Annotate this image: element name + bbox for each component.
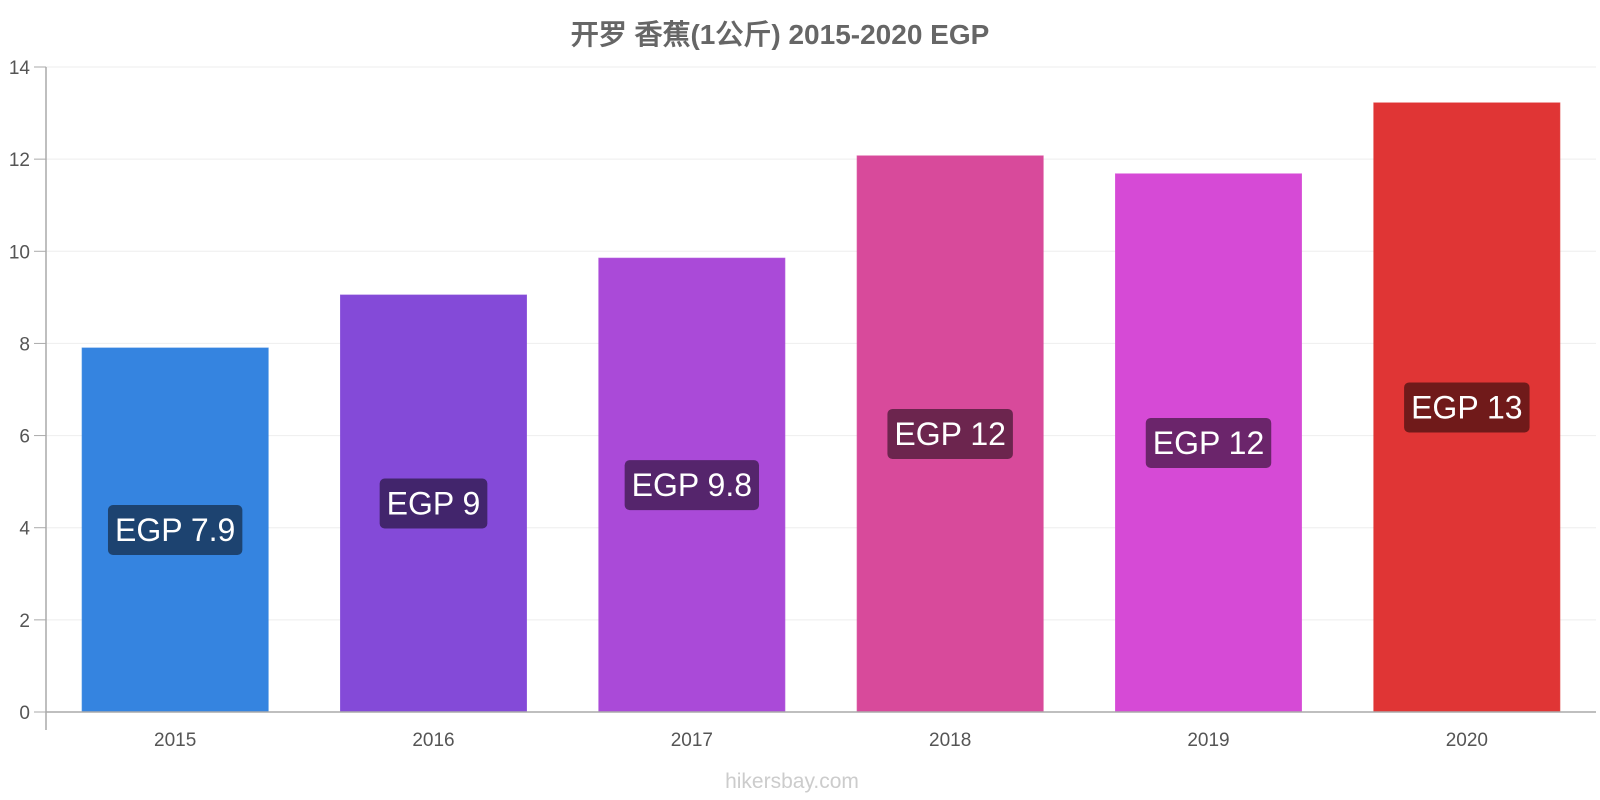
x-tick-label: 2020 (1446, 730, 1488, 751)
data-label-box (379, 478, 488, 529)
data-labels: EGP 7.9 EGP 9 EGP 9.8 EGP 12 EGP 12 EGP 13 (107, 382, 1530, 556)
data-label-box (1404, 382, 1530, 433)
y-tick-label: 2 (19, 611, 30, 632)
data-label-text: EGP 7.9 (115, 512, 235, 548)
y-tick-label: 6 (19, 427, 30, 448)
data-label-2015: EGP 7.9 (107, 505, 243, 556)
data-label-text: EGP 9 (387, 486, 481, 522)
bars (81, 102, 1561, 713)
watermark: hikersbay.com (725, 770, 859, 793)
data-label-2017: EGP 9.8 (624, 460, 760, 511)
y-tick-label: 12 (9, 150, 30, 171)
data-label-2016: EGP 9 (379, 478, 488, 529)
y-tick-label: 14 (9, 58, 31, 79)
y-axis-ticks: 0 2 4 6 8 10 12 14 (9, 58, 46, 724)
data-label-box (107, 505, 243, 556)
y-tick-label: 10 (9, 242, 30, 263)
data-label-text: EGP 12 (894, 416, 1005, 452)
y-tick-label: 8 (19, 334, 30, 355)
data-label-box (1145, 417, 1272, 468)
x-tick-label: 2016 (412, 730, 454, 751)
data-label-text: EGP 9.8 (632, 467, 752, 503)
data-label-2019: EGP 12 (1145, 417, 1272, 468)
x-axis-ticks: 2015 2016 2017 2018 2019 2020 (154, 730, 1488, 751)
data-label-2018: EGP 12 (887, 408, 1013, 459)
x-tick-label: 2018 (929, 730, 971, 751)
x-tick-label: 2015 (154, 730, 196, 751)
data-label-2020: EGP 13 (1404, 382, 1530, 433)
x-tick-label: 2019 (1187, 730, 1229, 751)
data-label-box (624, 460, 760, 511)
data-label-text: EGP 12 (1153, 425, 1264, 461)
y-tick-label: 0 (19, 703, 30, 724)
y-tick-label: 4 (19, 519, 30, 540)
data-label-box (887, 408, 1013, 459)
x-tick-label: 2017 (671, 730, 713, 751)
data-label-text: EGP 13 (1411, 389, 1522, 425)
gridlines (46, 66, 1596, 621)
chart-title: 开罗 香蕉(1公斤) 2015-2020 EGP (571, 19, 990, 50)
